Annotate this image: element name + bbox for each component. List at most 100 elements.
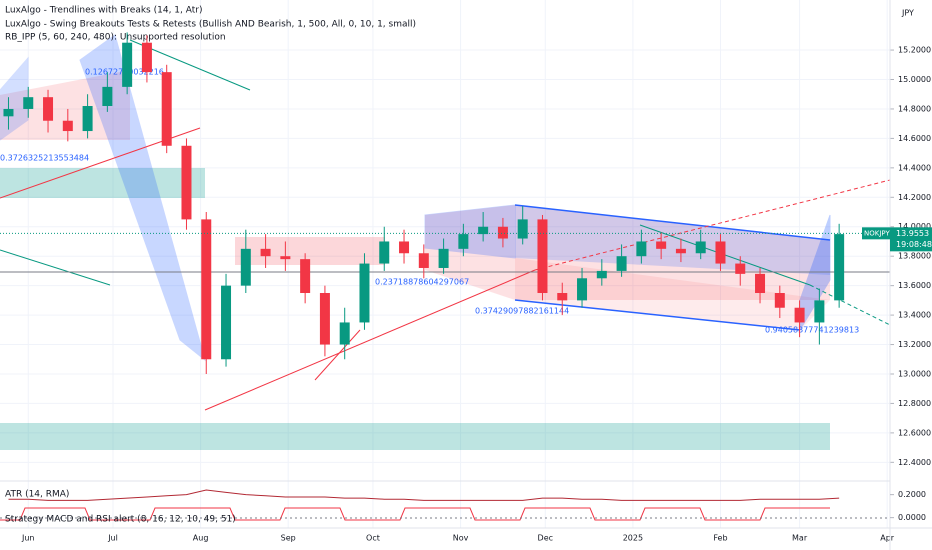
candle-body [339, 322, 350, 345]
candle-body [102, 86, 113, 107]
x-tick-label: Jun [21, 534, 35, 543]
candle-body [221, 285, 232, 360]
y-tick-label: 12.6000 [898, 428, 931, 437]
candle-body [319, 293, 330, 345]
zone [0, 168, 205, 198]
trendline [809, 284, 891, 326]
y-tick-label: 13.4000 [898, 311, 931, 320]
x-tick-label: Sep [281, 534, 296, 543]
candle-body [458, 234, 469, 249]
x-tick-label: Aug [193, 534, 209, 543]
channel [424, 204, 516, 259]
channel [79, 34, 206, 362]
candle-body [379, 241, 390, 264]
candle-body [834, 234, 845, 301]
channel [515, 205, 830, 275]
candle-body [359, 263, 370, 323]
x-tick-label: Jul [107, 534, 118, 543]
y-tick-label: 13.8000 [898, 252, 931, 261]
candle-body [478, 226, 489, 235]
annotation: 0.3726325213553484 [0, 154, 89, 163]
y-tick-label: 14.8000 [898, 104, 931, 113]
channel [0, 56, 29, 141]
y-tick-label: 14.6000 [898, 134, 931, 143]
x-tick-label: Dec [538, 534, 553, 543]
candle-body [636, 241, 647, 257]
y-tick-label: 12.4000 [898, 458, 931, 467]
y-tick-label: 13.0000 [898, 369, 931, 378]
price-box [890, 227, 932, 252]
candle-body [735, 263, 746, 274]
zone [515, 258, 830, 330]
strategy-line [0, 507, 830, 521]
candle-body [122, 42, 133, 87]
candle-body [82, 106, 93, 132]
x-tick-label: Nov [453, 534, 469, 543]
y-tick-label: 14.0000 [898, 222, 931, 231]
y-tick-label: 13.2000 [898, 340, 931, 349]
x-tick-label: Mar [792, 534, 808, 543]
candle-body [161, 72, 172, 146]
candle-body [438, 248, 449, 268]
annotation: 0.37429097882161144 [475, 307, 569, 316]
y-tick-label: 0.2000 [898, 490, 926, 499]
trendline [534, 179, 891, 271]
candle-body [62, 120, 73, 132]
last-price-label: 13.9553 [896, 229, 929, 238]
candle-body [497, 226, 508, 239]
candle-body [240, 248, 251, 286]
candle-body [43, 97, 54, 121]
y-tick-label: 12.8000 [898, 399, 931, 408]
candle-body [260, 248, 271, 257]
y-tick-label: 0.0000 [898, 513, 926, 522]
x-tick-label: 2025 [623, 534, 643, 543]
candle-body [577, 278, 588, 301]
symbol-box [862, 227, 890, 240]
candle-body [596, 270, 607, 279]
symbol-label: NOKJPY [864, 229, 890, 237]
candle-body [3, 108, 14, 117]
indicator-label: RB_IPP (5, 60, 240, 480): Unsupported re… [5, 33, 226, 43]
pane-label: Strategy MACD and RSI alert (8, 16, 12, … [5, 515, 236, 525]
candle-body [418, 253, 429, 268]
currency: JPY [901, 9, 914, 18]
y-tick-label: 14.4000 [898, 163, 931, 172]
candle-body [23, 97, 34, 109]
y-tick-label: 13.6000 [898, 281, 931, 290]
atr-line [8, 489, 840, 501]
y-tick-label: 15.0000 [898, 75, 931, 84]
candle-body [537, 219, 548, 294]
channel-line [514, 204, 831, 241]
trendline [314, 329, 361, 381]
candle-body [656, 241, 667, 249]
indicator-label: LuxAlgo - Trendlines with Breaks (14, 1,… [5, 6, 202, 16]
candle-body [616, 256, 627, 271]
candle-body [715, 241, 726, 264]
legend: LuxAlgo - Trendlines with Breaks (14, 1,… [5, 6, 914, 525]
countdown-label: 19:08:48 [896, 240, 932, 249]
indicator-label: LuxAlgo - Swing Breakouts Tests & Retest… [5, 20, 416, 30]
candle-body [794, 307, 805, 323]
candle-body [201, 219, 212, 360]
y-tick-label: 14.2000 [898, 193, 931, 202]
x-tick-label: Oct [366, 534, 380, 543]
candle-body [774, 293, 785, 308]
annotation: 0.23718878604297067 [375, 278, 469, 287]
candle-body [300, 259, 311, 294]
candle-body [517, 219, 528, 239]
trendline [204, 269, 536, 411]
zone [0, 423, 830, 450]
zone [0, 70, 130, 140]
y-tick-label: 15.2000 [898, 46, 931, 55]
candle-body [141, 42, 152, 73]
candle-body [755, 273, 766, 294]
candle-body [181, 145, 192, 220]
pane-label: ATR (14, RMA) [5, 490, 69, 500]
candle-body [399, 241, 410, 254]
annotation: 0.94058377741239813 [765, 326, 859, 335]
trendline [0, 249, 111, 286]
candle-body [695, 241, 706, 254]
